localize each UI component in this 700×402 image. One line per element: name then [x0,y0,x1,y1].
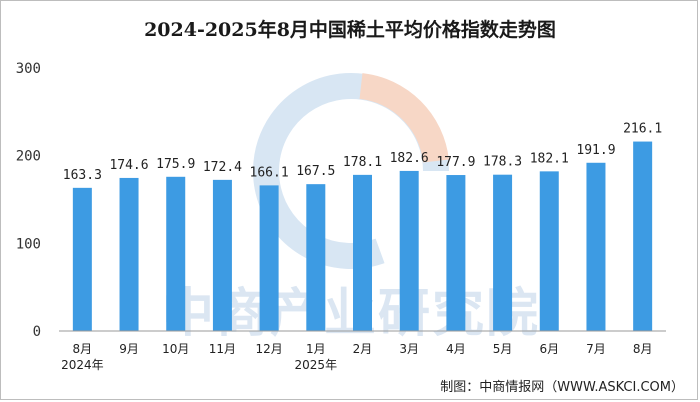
bar [306,184,326,331]
source-note: 制图：中商情报网（WWW.ASKCI.COM） [440,380,684,395]
bar [259,185,279,331]
y-axis: 0 100 200 300 [16,61,41,340]
data-label: 166.1 [250,165,289,180]
year-label: 2025年 [295,358,338,372]
y-tick-label: 0 [33,324,41,340]
data-label: 178.1 [343,155,382,170]
y-tick-label: 100 [16,236,41,252]
x-axis: 8月 9月 10月 11月 12月 1月 2月 3月 4月 5月 6月 7月 8月 2024年 2025年 [59,330,666,372]
watermark-accent-arc [359,73,449,163]
data-label: 177.9 [436,155,475,170]
x-tick-label: 8月 [633,342,653,356]
x-tick-label: 9月 [119,342,139,356]
data-label: 182.6 [390,151,429,166]
x-tick-label: 5月 [493,342,513,356]
x-tick-label: 10月 [162,342,189,356]
y-tick-label: 300 [16,61,41,77]
x-tick-label: 11月 [209,342,236,356]
bar-series [72,141,653,331]
x-tick-label: 4月 [446,342,466,356]
x-tick-label: 6月 [539,342,559,356]
data-label: 167.5 [296,164,335,179]
year-label: 2024年 [61,358,104,372]
bar [446,175,466,331]
data-label: 216.1 [623,122,662,137]
x-tick-label: 2月 [353,342,373,356]
x-tick-label: 12月 [255,342,282,356]
data-label: 191.9 [576,143,615,158]
data-label: 163.3 [63,168,102,183]
data-label: 175.9 [156,157,195,172]
data-label: 174.6 [109,158,148,173]
y-tick-label: 200 [16,149,41,165]
x-tick-label: 1月 [306,342,326,356]
bar [633,141,653,331]
data-label: 172.4 [203,160,242,175]
bar [212,179,232,331]
bar [493,174,513,331]
x-tick-label: 7月 [586,342,606,356]
data-label: 182.1 [530,151,569,166]
bar [539,171,559,331]
bar [586,162,606,331]
data-labels: 163.3 174.6 175.9 172.4 166.1 167.5 178.1 182.6… [63,122,662,183]
bar [399,170,419,331]
bar [353,174,372,331]
bar [119,177,139,331]
bar [166,176,186,331]
chart-title: 2024-2025年8月中国稀土平均价格指数走势图 [144,18,556,41]
x-tick-label: 8月 [73,342,93,356]
bar [72,187,92,331]
data-label: 178.3 [483,155,522,170]
x-tick-label: 3月 [399,342,419,356]
